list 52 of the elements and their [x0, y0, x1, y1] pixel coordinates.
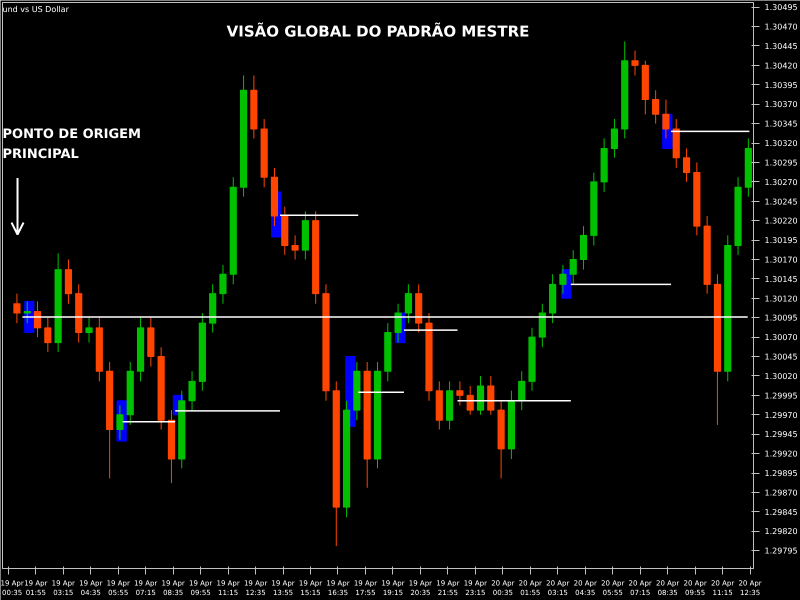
annotation: PONTO DE ORIGEM PRINCIPAL	[2, 127, 141, 162]
y-tick-label: 1.30495	[764, 3, 798, 12]
y-tick-label: 1.30095	[764, 314, 798, 323]
candlestick	[610, 118, 618, 158]
candlestick	[682, 148, 690, 182]
candlestick	[394, 303, 402, 344]
candlestick	[404, 284, 412, 324]
y-tick-label: 1.30170	[764, 255, 798, 264]
y-tick-label: 1.30420	[764, 61, 798, 70]
y-tick-label: 1.30320	[764, 139, 798, 148]
y-tick-label: 1.30445	[764, 42, 798, 51]
candlestick	[291, 234, 299, 260]
candlestick	[631, 50, 639, 76]
candlestick	[24, 300, 31, 324]
candlestick	[219, 264, 227, 304]
y-tick-label: 1.30345	[764, 120, 798, 129]
y-tick-label: 1.30370	[764, 100, 798, 110]
candlestick	[13, 293, 21, 324]
candlestick	[456, 380, 464, 406]
text: VISÃO GLOBAL DO PADRÃO MESTRE	[226, 22, 530, 40]
y-tick-label: 1.30245	[764, 197, 798, 206]
annotation: und vs US Dollar	[2, 4, 70, 14]
candlestick	[518, 370, 526, 411]
y-tick-label: 1.30395	[764, 80, 798, 90]
y-tick-label: 1.30020	[764, 372, 798, 381]
y-tick-label: 1.29845	[764, 508, 798, 517]
y-tick-label: 1.30120	[764, 294, 798, 304]
candlestick	[188, 370, 196, 411]
candlestick	[34, 300, 42, 338]
y-tick-label: 1.30220	[764, 216, 798, 226]
candlestick	[652, 90, 660, 124]
candlestick	[466, 386, 474, 416]
y-tick-label: 1.29945	[764, 430, 798, 440]
candlestick	[570, 250, 577, 285]
y-tick-label: 1.30195	[764, 236, 798, 246]
y-tick-label: 1.29995	[764, 391, 798, 400]
y-tick-label: 1.29920	[764, 450, 798, 459]
y-tick-label: 1.30470	[764, 22, 798, 32]
y-tick-label: 1.30270	[764, 178, 798, 187]
y-tick-label: 1.29895	[764, 469, 798, 478]
y-tick-label: 1.30045	[764, 352, 798, 362]
candlestick	[44, 317, 52, 352]
y-tick-label: 1.30070	[764, 333, 798, 342]
y-tick-label: 1.29970	[764, 410, 798, 420]
candlestick	[116, 404, 124, 440]
candlestick	[559, 264, 567, 294]
y-tick-label: 1.29870	[764, 488, 798, 498]
y-tick-label: 1.30295	[764, 158, 798, 168]
y-tick-label: 1.29820	[764, 527, 798, 536]
y-tick-label: 1.29795	[764, 546, 798, 556]
candlestick	[85, 317, 93, 344]
y-tick-label: 1.30145	[764, 274, 798, 284]
